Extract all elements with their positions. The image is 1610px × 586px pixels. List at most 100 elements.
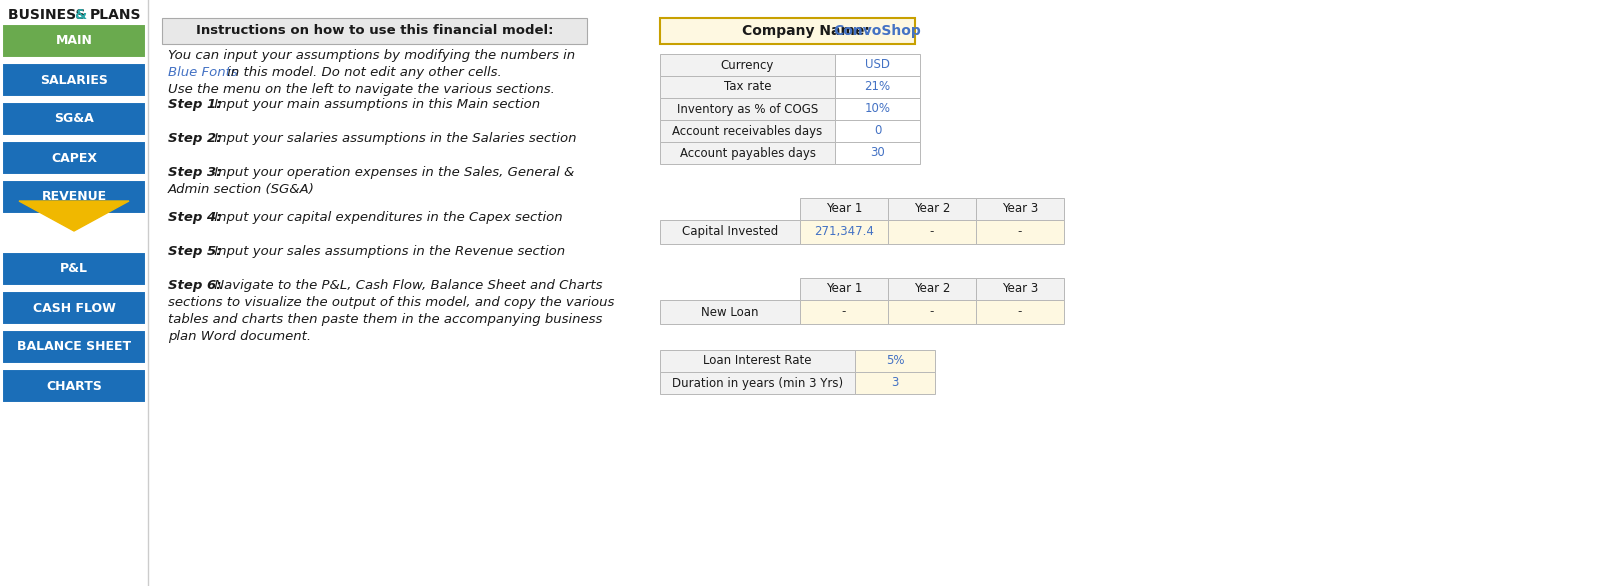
Text: 30: 30 <box>869 146 886 159</box>
Bar <box>2 291 147 325</box>
Text: -: - <box>1018 305 1022 319</box>
Text: in this model. Do not edit any other cells.: in this model. Do not edit any other cel… <box>224 66 502 79</box>
Text: 271,347.4: 271,347.4 <box>815 226 874 239</box>
Bar <box>889 278 976 300</box>
Text: sections to visualize the output of this model, and copy the various: sections to visualize the output of this… <box>167 296 615 309</box>
Polygon shape <box>19 201 129 231</box>
Bar <box>660 18 914 44</box>
Bar <box>836 98 919 120</box>
Text: Input your salaries assumptions in the Salaries section: Input your salaries assumptions in the S… <box>209 132 576 145</box>
Bar <box>2 369 147 403</box>
Bar <box>660 372 855 394</box>
Text: Admin section (SG&A): Admin section (SG&A) <box>167 183 316 196</box>
Bar <box>660 300 800 324</box>
Text: Company Name:: Company Name: <box>742 24 874 38</box>
Text: Year 2: Year 2 <box>914 203 950 216</box>
Bar <box>2 141 147 175</box>
Bar <box>660 142 836 164</box>
Text: Instructions on how to use this financial model:: Instructions on how to use this financia… <box>196 25 554 38</box>
Text: BUSINESS: BUSINESS <box>8 8 90 22</box>
Bar <box>2 102 147 136</box>
Text: Step 6:: Step 6: <box>167 279 222 292</box>
Bar <box>836 120 919 142</box>
Bar <box>976 300 1064 324</box>
Text: Inventory as % of COGS: Inventory as % of COGS <box>676 103 818 115</box>
Bar <box>855 372 935 394</box>
Text: USD: USD <box>865 59 890 71</box>
Text: REVENUE: REVENUE <box>42 190 106 203</box>
Bar <box>836 54 919 76</box>
Text: New Loan: New Loan <box>702 305 758 319</box>
Text: Year 3: Year 3 <box>1001 282 1038 295</box>
Text: SG&A: SG&A <box>55 113 93 125</box>
Bar <box>976 220 1064 244</box>
Text: Step 3:: Step 3: <box>167 166 222 179</box>
Text: CAPEX: CAPEX <box>52 152 97 165</box>
Text: tables and charts then paste them in the accompanying business: tables and charts then paste them in the… <box>167 313 602 326</box>
Text: You can input your assumptions by modifying the numbers in: You can input your assumptions by modify… <box>167 49 575 62</box>
Text: Year 1: Year 1 <box>826 282 863 295</box>
Text: Duration in years (min 3 Yrs): Duration in years (min 3 Yrs) <box>671 376 844 390</box>
Text: BALANCE SHEET: BALANCE SHEET <box>18 340 130 353</box>
Bar <box>976 198 1064 220</box>
Bar <box>660 220 800 244</box>
Bar <box>855 350 935 372</box>
Bar <box>800 198 889 220</box>
Text: Account receivables days: Account receivables days <box>673 124 823 138</box>
Bar <box>800 278 889 300</box>
Text: -: - <box>842 305 847 319</box>
Text: Step 5:: Step 5: <box>167 245 222 258</box>
Text: MAIN: MAIN <box>56 35 92 47</box>
Bar <box>800 220 889 244</box>
Text: 21%: 21% <box>865 80 890 94</box>
Bar <box>2 180 147 214</box>
Bar <box>889 220 976 244</box>
Text: Input your main assumptions in this Main section: Input your main assumptions in this Main… <box>209 98 539 111</box>
Text: Use the menu on the left to navigate the various sections.: Use the menu on the left to navigate the… <box>167 83 555 96</box>
Text: Input your sales assumptions in the Revenue section: Input your sales assumptions in the Reve… <box>209 245 565 258</box>
Bar <box>976 278 1064 300</box>
Bar <box>660 54 836 76</box>
Text: Input your capital expenditures in the Capex section: Input your capital expenditures in the C… <box>209 211 562 224</box>
Text: Navigate to the P&L, Cash Flow, Balance Sheet and Charts: Navigate to the P&L, Cash Flow, Balance … <box>209 279 602 292</box>
Bar <box>660 76 836 98</box>
Text: Account payables days: Account payables days <box>679 146 816 159</box>
Bar <box>889 198 976 220</box>
Text: -: - <box>931 305 934 319</box>
Text: Blue Fonts: Blue Fonts <box>167 66 238 79</box>
Text: CHARTS: CHARTS <box>47 380 101 393</box>
Bar <box>2 24 147 58</box>
Bar <box>2 63 147 97</box>
Bar <box>660 120 836 142</box>
Text: Currency: Currency <box>721 59 774 71</box>
Text: Input your operation expenses in the Sales, General &: Input your operation expenses in the Sal… <box>209 166 575 179</box>
Bar <box>660 98 836 120</box>
Bar <box>889 300 976 324</box>
Bar <box>0 0 148 586</box>
Text: 5%: 5% <box>886 355 905 367</box>
Text: ConvoShop: ConvoShop <box>834 24 921 38</box>
Text: Year 3: Year 3 <box>1001 203 1038 216</box>
Text: Year 1: Year 1 <box>826 203 863 216</box>
Text: PLANS: PLANS <box>90 8 142 22</box>
Text: Loan Interest Rate: Loan Interest Rate <box>704 355 811 367</box>
Text: -: - <box>931 226 934 239</box>
Text: Capital Invested: Capital Invested <box>683 226 778 239</box>
Text: Step 1:: Step 1: <box>167 98 222 111</box>
Text: &: & <box>76 8 92 22</box>
Bar <box>2 252 147 286</box>
Bar <box>800 300 889 324</box>
Text: 0: 0 <box>874 124 881 138</box>
Bar <box>163 18 588 44</box>
Text: SALARIES: SALARIES <box>40 73 108 87</box>
Text: Tax rate: Tax rate <box>724 80 771 94</box>
Text: Step 4:: Step 4: <box>167 211 222 224</box>
Bar <box>836 76 919 98</box>
Text: 3: 3 <box>892 376 898 390</box>
Text: CASH FLOW: CASH FLOW <box>32 302 116 315</box>
Bar <box>660 350 855 372</box>
Text: -: - <box>1018 226 1022 239</box>
Bar <box>2 330 147 364</box>
Text: 10%: 10% <box>865 103 890 115</box>
Text: P&L: P&L <box>60 263 89 275</box>
